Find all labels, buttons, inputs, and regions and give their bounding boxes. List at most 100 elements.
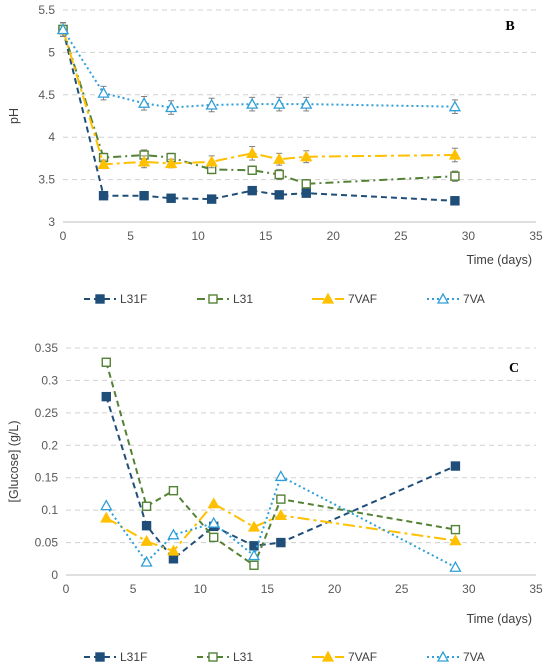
legend-label: L31: [233, 292, 253, 306]
x-axis-title: Time (days): [466, 253, 532, 267]
y-tick-label: 3.5: [38, 173, 55, 187]
data-point: [273, 152, 286, 164]
data-point: [165, 157, 178, 169]
y-tick-label: 0.05: [35, 536, 59, 550]
data-point: [276, 537, 286, 548]
data-point: [209, 532, 219, 543]
data-point: [140, 534, 153, 546]
data-point: [274, 508, 287, 520]
data-point: [448, 148, 462, 160]
y-tick-label: 5: [48, 45, 55, 59]
data-point: [276, 494, 286, 504]
panel-label: C: [509, 361, 519, 376]
panel-ph-chart: 3 3.5 4 4.5 5 5.5 0 5 10 15 20 25 30 35 Time (days) pH B…: [7, 3, 543, 306]
x-tick-label: 25: [395, 582, 409, 596]
data-point: [205, 155, 218, 167]
y-tick-label: 5.5: [38, 3, 55, 17]
y-tick-label: 0.25: [35, 406, 59, 420]
y-tick-label: 4: [48, 130, 55, 144]
data-point: [97, 86, 110, 98]
data-point: [246, 146, 259, 158]
data-point: [450, 171, 460, 181]
data-point: [247, 185, 257, 196]
legend-label: L31: [233, 650, 253, 664]
series-line: [62, 28, 455, 109]
series-7vaf: [100, 497, 462, 556]
data-point: [141, 501, 152, 511]
data-point: [273, 97, 286, 109]
legend-item-l31f: L31F: [84, 292, 147, 306]
data-point: [246, 97, 259, 109]
data-point: [56, 23, 70, 35]
legend-label: L31F: [120, 292, 147, 306]
legend-marker: [95, 294, 105, 304]
data-point: [140, 555, 153, 567]
y-tick-label: 4.5: [38, 88, 55, 102]
data-point: [137, 155, 151, 167]
legend-item-7va: 7VA: [427, 650, 485, 664]
x-tick-label: 0: [63, 582, 70, 596]
data-point: [137, 96, 151, 108]
data-point: [450, 524, 461, 535]
series-line: [62, 29, 455, 166]
series-line: [105, 361, 456, 567]
legend-item-7vaf: 7VAF: [312, 292, 377, 306]
data-point: [139, 191, 149, 201]
data-point: [168, 554, 179, 564]
x-tick-label: 25: [394, 229, 408, 243]
series-7vaf: [56, 22, 462, 170]
data-point: [97, 157, 110, 169]
panel-glucose-chart: 0 0.05 0.1 0.15 0.2 0.25 0.3 0.35 0 5 10 15 20 25 30 35…: [7, 341, 543, 664]
data-point: [249, 560, 259, 570]
data-point: [300, 150, 313, 162]
data-point: [450, 461, 461, 471]
series-line: [62, 29, 455, 202]
data-point: [274, 169, 284, 180]
x-tick-label: 15: [259, 229, 273, 243]
data-point: [247, 165, 257, 175]
legend-marker: [321, 650, 335, 662]
x-tick-label: 30: [462, 229, 476, 243]
legend-item-l31f: L31F: [84, 650, 147, 664]
data-point: [166, 193, 176, 203]
data-point: [141, 521, 152, 531]
legend-label: L31F: [120, 650, 147, 664]
x-tick-label: 20: [327, 229, 341, 243]
data-point: [167, 544, 180, 556]
data-point: [205, 98, 218, 110]
legend-marker: [321, 292, 335, 304]
y-axis-title: [Glucose] (g/L): [7, 421, 21, 503]
legend-label: 7VA: [463, 292, 485, 306]
x-tick-label: 35: [529, 229, 543, 243]
data-point: [165, 101, 178, 113]
x-tick-label: 0: [60, 229, 67, 243]
legend-label: 7VAF: [348, 650, 377, 664]
data-point: [448, 100, 462, 112]
x-axis-title: Time (days): [466, 612, 532, 626]
y-tick-label: 0.15: [35, 471, 59, 485]
data-point: [450, 196, 460, 206]
x-tick-label: 10: [191, 229, 205, 243]
series-line: [62, 29, 455, 185]
data-point: [247, 520, 261, 532]
x-tick-label: 5: [127, 229, 134, 243]
legend-marker: [436, 650, 450, 662]
legend-label: 7VA: [463, 650, 485, 664]
data-point: [207, 497, 220, 509]
x-tick-label: 15: [261, 582, 275, 596]
data-point: [167, 528, 180, 540]
y-axis-title: pH: [7, 108, 21, 124]
y-tick-label: 0.1: [41, 503, 58, 517]
x-tick-label: 35: [529, 582, 543, 596]
data-point: [206, 194, 217, 204]
data-point: [301, 179, 311, 189]
legend-marker: [208, 652, 218, 662]
series-l31f: [58, 22, 460, 206]
y-tick-label: 3: [48, 215, 55, 229]
panel-label: B: [505, 19, 514, 34]
x-tick-label: 5: [130, 582, 137, 596]
legend-item-7vaf: 7VAF: [312, 650, 377, 664]
data-point: [168, 485, 179, 496]
series-7va: [100, 470, 462, 572]
